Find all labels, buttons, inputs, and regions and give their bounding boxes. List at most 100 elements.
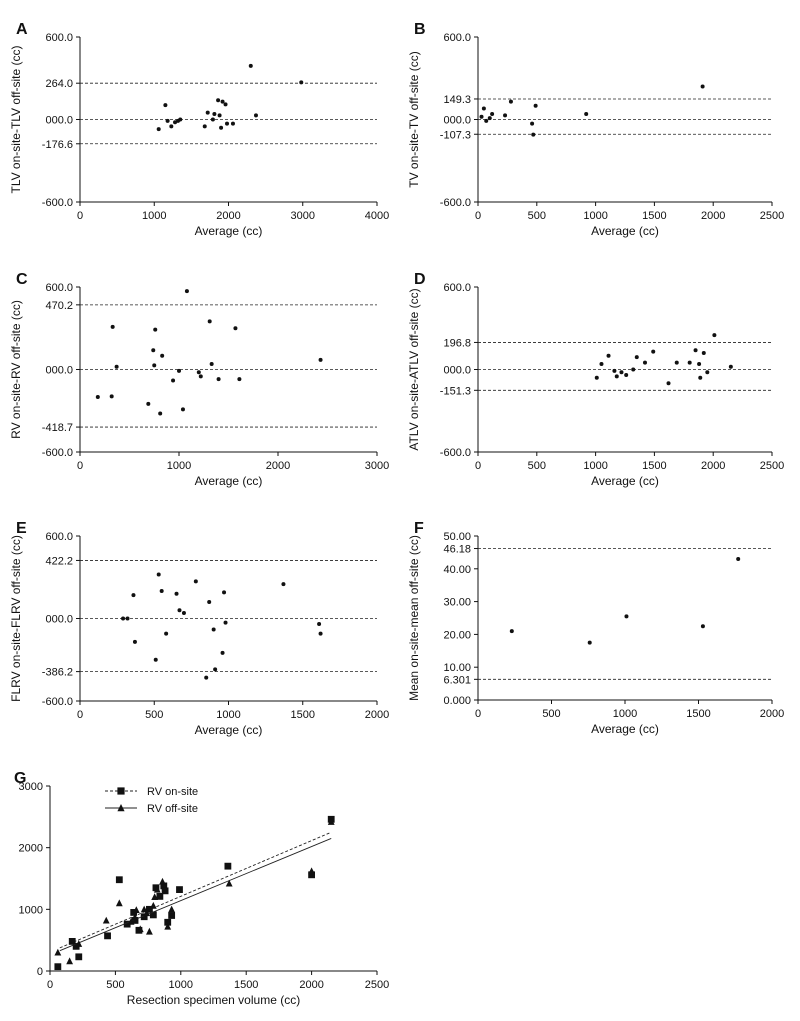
data-point bbox=[698, 375, 703, 380]
data-point-triangle bbox=[151, 893, 159, 901]
data-point-triangle bbox=[153, 885, 161, 893]
y-tick-label: 30.00 bbox=[443, 597, 471, 609]
data-point-square bbox=[68, 938, 76, 945]
data-point-triangle bbox=[140, 905, 148, 913]
data-point-square bbox=[224, 862, 232, 870]
data-point bbox=[634, 355, 639, 360]
panel-d: D 600.0 196.8 000.0 -151.3 -600.0 0 500 1000 1500… bbox=[407, 271, 784, 488]
panel-e: E 600.0 422.2 000.0 -386.2 -600.0 0 500 1000 1500… bbox=[9, 520, 389, 737]
data-point bbox=[318, 631, 323, 636]
data-point-triangle bbox=[164, 922, 172, 930]
data-point bbox=[196, 370, 201, 375]
data-point-square bbox=[149, 911, 157, 919]
data-point bbox=[223, 102, 228, 107]
data-point bbox=[159, 589, 164, 593]
data-point-triangle bbox=[143, 909, 151, 917]
data-point bbox=[736, 556, 741, 561]
data-point-triangle bbox=[75, 940, 83, 947]
data-point bbox=[651, 349, 656, 354]
x-axis-label: Average (cc) bbox=[591, 474, 659, 488]
data-point bbox=[204, 675, 209, 680]
data-point bbox=[223, 620, 228, 625]
data-point bbox=[169, 124, 174, 129]
y-tick-label: 000.0 bbox=[45, 115, 73, 127]
data-point bbox=[210, 117, 215, 122]
x-tick-label: 2500 bbox=[365, 979, 389, 991]
data-point bbox=[217, 113, 222, 118]
series-triangle bbox=[54, 818, 335, 965]
x-tick-label: 2500 bbox=[760, 460, 784, 472]
y-tick-label: -151.3 bbox=[440, 385, 471, 397]
data-point bbox=[612, 368, 617, 373]
y-tick-label: 600.0 bbox=[443, 282, 471, 294]
data-point bbox=[219, 125, 224, 130]
y-tick-label: -176.6 bbox=[42, 139, 73, 151]
x-tick-label: 500 bbox=[528, 210, 546, 222]
data-point bbox=[163, 103, 168, 108]
data-point bbox=[95, 395, 100, 399]
data-point bbox=[181, 611, 186, 615]
data-point bbox=[171, 378, 176, 383]
x-tick-label: 1500 bbox=[234, 979, 258, 991]
data-point bbox=[132, 639, 137, 644]
y-axis-label: FLRV on-site-FLRV off-site (cc) bbox=[9, 535, 23, 702]
x-tick-label: 1000 bbox=[167, 460, 191, 472]
x-tick-label: 1000 bbox=[216, 709, 240, 721]
x-tick-label: 0 bbox=[47, 979, 53, 991]
data-point bbox=[209, 362, 214, 366]
y-tick-label: -600.0 bbox=[440, 197, 471, 209]
y-tick-label: -600.0 bbox=[42, 197, 73, 209]
x-axis-label: Average (cc) bbox=[195, 474, 263, 488]
data-point bbox=[624, 614, 629, 619]
y-tick-label: 196.8 bbox=[443, 337, 471, 349]
panel-a: A 600.0 264.0 000.0 -176.6 -600.0 0 1000 2000 300… bbox=[9, 21, 389, 238]
data-point bbox=[248, 63, 253, 68]
data-point bbox=[230, 121, 235, 126]
data-point-triangle bbox=[159, 877, 166, 885]
data-point bbox=[584, 112, 589, 116]
y-tick-label: 000.0 bbox=[443, 365, 471, 377]
data-point bbox=[624, 373, 629, 377]
y-tick-label: 149.3 bbox=[443, 94, 471, 106]
data-point-triangle bbox=[308, 867, 315, 875]
data-point bbox=[487, 116, 492, 121]
data-point bbox=[508, 99, 513, 104]
data-point bbox=[503, 113, 508, 118]
x-axis-label: Average (cc) bbox=[195, 723, 263, 737]
panel-letter-a: A bbox=[16, 21, 28, 38]
data-point bbox=[178, 117, 183, 122]
x-tick-label: 1000 bbox=[613, 708, 637, 720]
data-point bbox=[173, 120, 178, 125]
x-tick-label: 1500 bbox=[291, 709, 315, 721]
y-tick-label: -600.0 bbox=[42, 696, 73, 708]
x-tick-label: 1500 bbox=[642, 460, 666, 472]
data-point-triangle bbox=[102, 916, 110, 924]
data-point bbox=[207, 600, 212, 604]
x-tick-label: 2000 bbox=[760, 708, 784, 720]
data-point-square bbox=[54, 963, 62, 971]
x-tick-label: 2000 bbox=[365, 709, 389, 721]
data-point bbox=[212, 112, 217, 116]
panel-letter-e: E bbox=[16, 520, 27, 537]
y-tick-label: 600.0 bbox=[443, 32, 471, 44]
x-tick-label: 1500 bbox=[642, 210, 666, 222]
y-axis-label: RV on-site-RV off-site (cc) bbox=[9, 300, 23, 439]
y-tick-label: 000.0 bbox=[45, 614, 73, 626]
data-point bbox=[705, 370, 710, 375]
x-tick-label: 3000 bbox=[365, 460, 389, 472]
data-point bbox=[165, 118, 170, 123]
data-point bbox=[109, 394, 114, 399]
data-point-square bbox=[146, 905, 153, 913]
data-point bbox=[599, 362, 604, 366]
data-point bbox=[225, 121, 230, 126]
data-point bbox=[687, 360, 692, 365]
data-point bbox=[479, 114, 484, 119]
x-tick-label: 0 bbox=[77, 210, 83, 222]
data-point bbox=[151, 348, 156, 353]
x-tick-label: 1000 bbox=[583, 460, 607, 472]
x-tick-label: 1000 bbox=[583, 210, 607, 222]
y-tick-label: 6.301 bbox=[443, 674, 471, 686]
